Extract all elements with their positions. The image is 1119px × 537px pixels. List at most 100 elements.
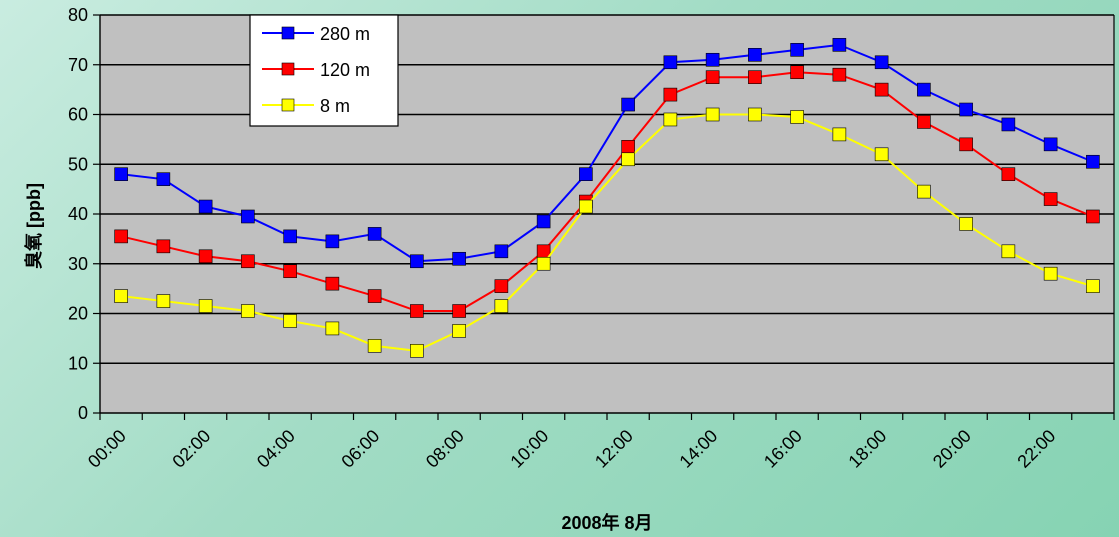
data-point	[1043, 137, 1058, 152]
data-point	[1001, 167, 1016, 181]
x-tick-label: 12:00	[591, 426, 637, 472]
data-point	[410, 344, 424, 358]
data-point	[663, 87, 678, 102]
data-point	[156, 294, 171, 308]
series-line	[120, 71, 1094, 313]
legend-item: 8 m	[262, 96, 350, 116]
data-point	[156, 172, 171, 186]
data-point	[283, 264, 297, 279]
data-point	[1086, 279, 1100, 293]
data-point	[452, 304, 466, 318]
legend-marker	[281, 62, 295, 76]
data-point	[536, 244, 551, 259]
y-tick-label: 20	[68, 304, 88, 324]
y-tick-label: 50	[68, 154, 88, 174]
data-point	[621, 97, 635, 112]
x-axis-title: 2008年 8月	[561, 512, 652, 533]
data-point	[748, 107, 762, 122]
legend-label: 280 m	[320, 24, 370, 44]
data-point	[114, 289, 128, 303]
data-point	[748, 70, 762, 84]
data-point	[367, 289, 382, 303]
legend: 280 m 120 m 8 m	[249, 14, 399, 127]
data-point	[367, 339, 382, 353]
y-tick-label: 30	[68, 254, 88, 274]
legend-item: 280 m	[262, 24, 370, 44]
series-3	[114, 107, 1100, 358]
data-point	[959, 102, 973, 117]
data-point	[241, 304, 255, 318]
data-point	[959, 217, 973, 231]
x-tick-label: 22:00	[1013, 426, 1059, 472]
x-tick-label: 02:00	[168, 426, 214, 472]
data-point	[705, 107, 720, 122]
data-point	[452, 251, 466, 266]
data-point	[494, 244, 509, 259]
x-tick-label: 04:00	[253, 426, 299, 472]
data-point	[410, 304, 424, 318]
data-point	[367, 227, 382, 241]
x-tick-label: 14:00	[675, 426, 721, 472]
data-point	[917, 184, 931, 199]
data-point	[1001, 117, 1016, 132]
data-point	[579, 199, 593, 214]
y-axis-title: 臭氧 [ppb]	[23, 183, 44, 269]
data-point	[1043, 192, 1058, 206]
x-tick-label: 20:00	[929, 426, 975, 472]
series-line	[121, 113, 1094, 352]
data-point	[874, 82, 889, 97]
data-point	[621, 152, 635, 167]
data-point	[325, 321, 340, 336]
x-tick-label: 16:00	[760, 426, 806, 472]
x-tick-label: 00:00	[84, 426, 130, 472]
data-point	[198, 299, 213, 313]
data-point	[114, 229, 128, 244]
y-tick-label: 40	[68, 204, 88, 224]
data-point	[663, 112, 678, 127]
legend-marker	[281, 26, 295, 40]
data-point	[790, 110, 804, 124]
data-point	[959, 137, 973, 152]
y-tick-label: 70	[68, 55, 88, 75]
legend-marker	[281, 98, 295, 112]
data-point	[325, 276, 340, 291]
data-point	[748, 47, 762, 62]
x-tick-label: 08:00	[422, 426, 468, 472]
x-tick-label: 10:00	[506, 426, 552, 472]
data-point	[790, 65, 804, 80]
data-point	[579, 167, 593, 181]
data-point	[832, 127, 847, 142]
series-line	[121, 43, 1094, 263]
y-tick-label: 10	[68, 353, 88, 373]
data-point	[283, 314, 297, 328]
x-tick-label: 18:00	[844, 426, 890, 472]
legend-label: 120 m	[320, 60, 370, 80]
data-point	[705, 52, 720, 67]
data-point	[325, 234, 340, 249]
data-point	[410, 254, 424, 269]
data-point	[832, 67, 847, 82]
data-point	[452, 324, 466, 338]
data-point	[241, 209, 255, 224]
data-point	[832, 38, 847, 52]
data-point	[536, 214, 551, 229]
data-point	[156, 239, 171, 254]
data-point	[1086, 154, 1100, 169]
series-group	[114, 38, 1100, 358]
y-tick-label: 80	[68, 5, 88, 25]
data-point	[114, 167, 128, 181]
data-point	[198, 199, 213, 214]
data-point	[874, 55, 889, 70]
data-point	[917, 115, 931, 129]
x-tick-label: 06:00	[337, 426, 383, 472]
data-point	[874, 147, 889, 162]
data-point	[241, 254, 255, 269]
data-point	[1086, 209, 1100, 224]
y-tick-label: 0	[78, 403, 88, 423]
data-point	[621, 140, 635, 154]
data-point	[536, 256, 551, 271]
data-point	[917, 82, 931, 97]
data-point	[283, 229, 297, 244]
